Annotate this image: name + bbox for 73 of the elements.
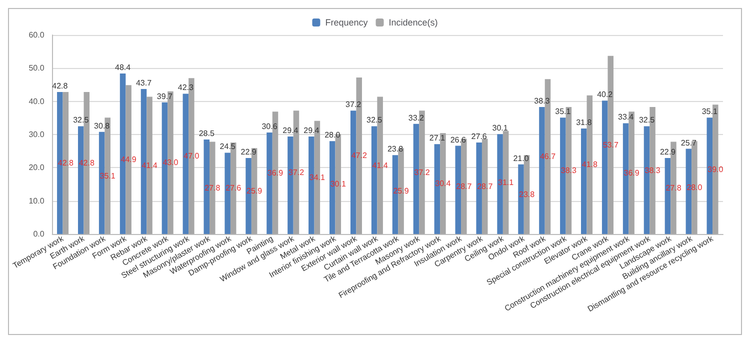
data-label: 24.5 bbox=[220, 142, 236, 152]
data-label: 25.9 bbox=[393, 186, 410, 196]
data-label: 27.6 bbox=[471, 132, 488, 141]
data-label: 30.1 bbox=[330, 180, 346, 189]
y-tick-label: 40.0 bbox=[28, 96, 45, 106]
data-label: 28.0 bbox=[324, 130, 341, 140]
data-label: 38.3 bbox=[560, 166, 578, 175]
y-tick-label: 0.0 bbox=[33, 230, 45, 238]
y-tick-label: 20.0 bbox=[28, 163, 45, 172]
data-label: 37.2 bbox=[414, 168, 430, 177]
data-label: 42.8 bbox=[78, 158, 95, 168]
data-label: 23.8 bbox=[518, 190, 536, 200]
data-label: 22.9 bbox=[660, 148, 676, 157]
data-label: 25.7 bbox=[680, 138, 698, 148]
data-label: 42.8 bbox=[58, 158, 74, 168]
data-label: 26.6 bbox=[450, 135, 466, 144]
data-label: 37.2 bbox=[346, 100, 362, 110]
data-label: 28.5 bbox=[198, 128, 215, 138]
y-tick-label: 60.0 bbox=[28, 30, 45, 40]
data-label: 35.1 bbox=[100, 171, 116, 180]
y-tick-label: 10.0 bbox=[28, 196, 45, 206]
data-label: 48.4 bbox=[115, 62, 132, 72]
data-label: 22.9 bbox=[240, 148, 257, 157]
data-label: 36.9 bbox=[624, 168, 640, 178]
data-label: 40.2 bbox=[597, 90, 614, 100]
data-label: 44.9 bbox=[120, 155, 137, 164]
data-label: 31.8 bbox=[576, 118, 592, 128]
data-label: 36.9 bbox=[267, 168, 284, 178]
data-label: 27.1 bbox=[429, 134, 446, 143]
data-label: 43.0 bbox=[162, 158, 179, 168]
data-label: 29.4 bbox=[282, 126, 299, 135]
data-label: 34.1 bbox=[309, 172, 326, 182]
data-label: 47.0 bbox=[184, 152, 200, 161]
data-label: 39.0 bbox=[708, 164, 724, 174]
data-label: 30.8 bbox=[94, 121, 110, 130]
data-label: 35.1 bbox=[555, 107, 572, 116]
data-label: 32.5 bbox=[73, 116, 90, 125]
data-label: 32.5 bbox=[366, 116, 383, 125]
data-label: 41.4 bbox=[142, 160, 158, 170]
data-label: 46.7 bbox=[540, 152, 556, 162]
data-label: 28.0 bbox=[686, 183, 703, 192]
data-label: 27.6 bbox=[226, 184, 242, 193]
data-label: 41.8 bbox=[582, 160, 598, 170]
legend-label: Incidence(s) bbox=[388, 18, 438, 28]
data-label: 33.2 bbox=[408, 113, 425, 122]
data-label: 28.7 bbox=[456, 182, 472, 191]
data-label: 47.2 bbox=[351, 151, 368, 160]
data-label: 27.8 bbox=[204, 183, 221, 192]
data-label: 35.1 bbox=[702, 107, 718, 116]
data-label: 21.0 bbox=[513, 154, 530, 163]
data-label: 32.5 bbox=[638, 116, 656, 125]
data-label: 41.4 bbox=[372, 160, 388, 170]
data-label: 38.3 bbox=[534, 96, 550, 106]
data-label: 42.8 bbox=[52, 82, 68, 91]
data-label: 43.7 bbox=[136, 78, 152, 88]
data-label: 30.4 bbox=[435, 179, 452, 188]
data-label: 29.4 bbox=[304, 126, 320, 135]
data-label: 23.8 bbox=[387, 144, 404, 154]
data-label: 42.3 bbox=[178, 83, 194, 92]
data-label: 31.1 bbox=[498, 178, 514, 187]
data-label: 37.2 bbox=[288, 168, 305, 177]
data-label: 33.4 bbox=[618, 112, 634, 122]
data-label: 39.7 bbox=[156, 92, 174, 101]
data-label: 38.3 bbox=[644, 166, 661, 175]
y-tick-label: 50.0 bbox=[28, 64, 45, 73]
data-label: 27.8 bbox=[666, 183, 682, 192]
data-label: 30.6 bbox=[262, 122, 278, 132]
y-tick-label: 30.0 bbox=[28, 130, 45, 139]
data-label: 28.7 bbox=[477, 182, 494, 191]
data-label: 25.9 bbox=[246, 186, 263, 196]
data-label: 30.1 bbox=[492, 124, 508, 133]
data-label: 53.7 bbox=[602, 140, 619, 150]
legend-label: Frequency bbox=[325, 18, 368, 28]
